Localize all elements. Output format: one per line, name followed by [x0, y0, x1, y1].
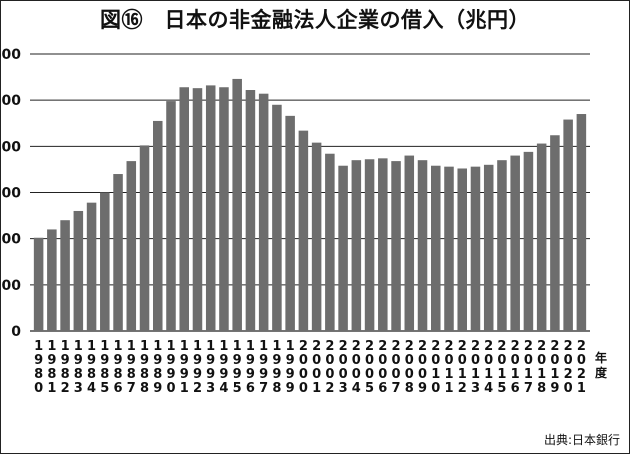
y-tick-label: 600 [0, 47, 21, 63]
bar-1984 [86, 202, 97, 331]
bar-1983 [73, 210, 84, 331]
y-tick-label: 200 [0, 232, 21, 248]
bar-1998 [272, 104, 282, 331]
bar-1993 [205, 85, 216, 331]
bar-1980 [33, 237, 44, 331]
bar-1991 [179, 87, 189, 332]
bar-1982 [60, 220, 70, 331]
bar-2006 [378, 158, 388, 331]
x-axis-unit-label: 年度 [595, 350, 608, 380]
bar-1988 [139, 145, 150, 331]
bar-1999 [285, 115, 295, 331]
bar-2014 [483, 164, 494, 331]
bar-2003 [338, 165, 348, 331]
bar-2009 [417, 160, 428, 331]
chart-title: 図⑯ 日本の非金融法人企業の借入（兆円） [100, 8, 530, 32]
bar-2017 [523, 151, 534, 331]
bar-1985 [100, 192, 110, 331]
bar-2016 [510, 155, 520, 331]
bar-1989 [153, 120, 163, 331]
bar-1992 [192, 88, 203, 331]
bar-1987 [126, 161, 137, 331]
bar-2010 [431, 165, 441, 331]
bar-1981 [47, 229, 57, 331]
bar-2019 [550, 135, 560, 331]
source-note: 出典:日本銀行 [543, 433, 620, 447]
bar-2012 [457, 168, 467, 331]
bar-2007 [391, 161, 401, 331]
y-tick-label: 0 [11, 324, 21, 340]
bar-2000 [298, 130, 309, 331]
bar-2005 [364, 159, 375, 331]
bar-2011 [444, 166, 454, 331]
bar-1986 [113, 174, 123, 331]
y-tick-label: 400 [0, 139, 21, 155]
bar-2013 [470, 166, 481, 331]
bar-2020 [563, 119, 573, 331]
bar-2001 [311, 142, 322, 331]
y-tick-label: 300 [0, 186, 21, 202]
bar-2015 [497, 160, 507, 331]
bar-2002 [325, 153, 335, 331]
y-tick-label: 100 [0, 278, 21, 294]
y-tick-label: 500 [0, 93, 21, 109]
bar-1995 [232, 78, 242, 332]
bar-2004 [351, 160, 362, 331]
bar-2008 [404, 155, 415, 331]
bar-1994 [219, 87, 229, 332]
bar-1990 [166, 101, 176, 331]
bar-2018 [536, 143, 547, 331]
bar-1996 [245, 90, 256, 331]
bar-2021 [576, 114, 587, 332]
bar-1997 [258, 93, 269, 331]
